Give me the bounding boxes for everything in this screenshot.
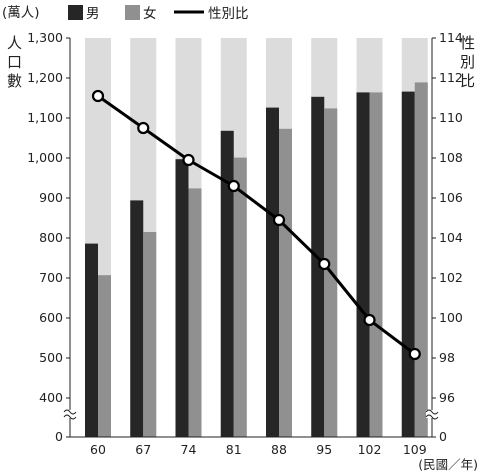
x-tick-label: 67 xyxy=(135,442,151,457)
sex-ratio-point xyxy=(363,313,376,327)
x-tick-label: 74 xyxy=(181,442,197,457)
left-tick-label: 1,000 xyxy=(27,150,63,165)
left-tick-label: 1,200 xyxy=(27,70,63,85)
bar-female xyxy=(369,92,383,438)
sex-ratio-point xyxy=(272,213,286,227)
right-axis-break-gap xyxy=(426,410,438,418)
bar-female xyxy=(143,232,157,437)
bar-male xyxy=(311,96,325,438)
left-axis-title-char: 口 xyxy=(7,53,22,71)
bar-male xyxy=(220,130,234,438)
x-tick-label: 95 xyxy=(316,442,332,457)
legend-ratio-label: 性別比 xyxy=(208,6,249,22)
legend-male-swatch xyxy=(68,5,83,20)
left-axis-break xyxy=(63,409,77,415)
legend-male-label: 男 xyxy=(86,6,100,22)
right-tick-label: 114 xyxy=(439,30,463,45)
sex-ratio-point xyxy=(182,153,195,167)
x-tick-label: 102 xyxy=(358,442,382,457)
right-axis-title-char: 比 xyxy=(460,72,475,90)
right-tick-label: 102 xyxy=(439,270,463,285)
right-tick-label: 106 xyxy=(439,190,463,205)
left-axis-break xyxy=(63,414,77,420)
right-tick-label: 98 xyxy=(439,350,455,365)
left-tick-label: 900 xyxy=(39,190,63,205)
bar-female xyxy=(98,275,111,437)
left-tick-label: 800 xyxy=(39,230,63,245)
right-tick-label: 110 xyxy=(439,110,463,125)
legend-female-swatch xyxy=(125,5,140,20)
bar-female xyxy=(414,82,428,438)
left-tick-label: 1,300 xyxy=(27,30,63,45)
bar-male xyxy=(130,200,144,437)
bar-male xyxy=(266,107,279,437)
sex-ratio-point xyxy=(137,121,150,135)
plot-area: 0 400 500 600 700 800 900 1,000 1,100 1,200 1,300 0… xyxy=(27,30,463,457)
x-tick-label: 88 xyxy=(271,442,287,457)
left-tick-label: 700 xyxy=(39,270,63,285)
x-unit-label: (民國／年) xyxy=(418,457,478,472)
x-tick-label: 81 xyxy=(226,442,242,457)
left-tick-label: 400 xyxy=(39,390,63,405)
left-tick-label: 500 xyxy=(39,350,63,365)
sex-ratio-point xyxy=(91,89,105,103)
sex-ratio-point xyxy=(227,179,240,193)
bar-male xyxy=(85,243,98,437)
bar-female xyxy=(279,128,292,438)
bar-male xyxy=(401,91,415,437)
x-tick-label: 60 xyxy=(90,442,106,457)
legend-unit: (萬人) xyxy=(2,5,40,21)
left-axis-title-char: 數 xyxy=(7,72,22,90)
legend: (萬人) 男 女 性別比 xyxy=(2,5,249,22)
left-tick-label: 1,100 xyxy=(27,110,63,125)
left-axis-title: 人 口 數 xyxy=(7,34,22,90)
legend-female-label: 女 xyxy=(143,5,157,22)
bar-female xyxy=(188,188,202,437)
right-tick-label: 104 xyxy=(439,230,463,245)
right-axis-break xyxy=(425,409,439,415)
x-tick-label: 109 xyxy=(403,442,427,457)
sex-ratio-point xyxy=(318,257,331,271)
right-tick-label: 0 xyxy=(439,429,447,444)
sex-ratio-line xyxy=(97,94,416,356)
right-axis-title-char: 性 xyxy=(460,34,475,52)
right-tick-label: 108 xyxy=(439,150,463,165)
bar-male xyxy=(175,159,189,437)
right-tick-label: 96 xyxy=(439,390,455,405)
bar-female xyxy=(233,157,247,437)
right-axis-title-char: 別 xyxy=(460,53,475,71)
left-axis-title-char: 人 xyxy=(7,34,22,52)
left-tick-label: 0 xyxy=(55,429,63,444)
right-tick-label: 100 xyxy=(439,310,463,325)
bar-male xyxy=(356,92,370,438)
left-axis-break-gap xyxy=(64,410,76,418)
right-axis-title: 性 別 比 xyxy=(460,34,475,90)
left-tick-label: 600 xyxy=(39,310,63,325)
right-axis-break xyxy=(425,414,439,420)
sex-ratio-point xyxy=(408,347,421,361)
right-tick-label: 112 xyxy=(439,70,463,85)
